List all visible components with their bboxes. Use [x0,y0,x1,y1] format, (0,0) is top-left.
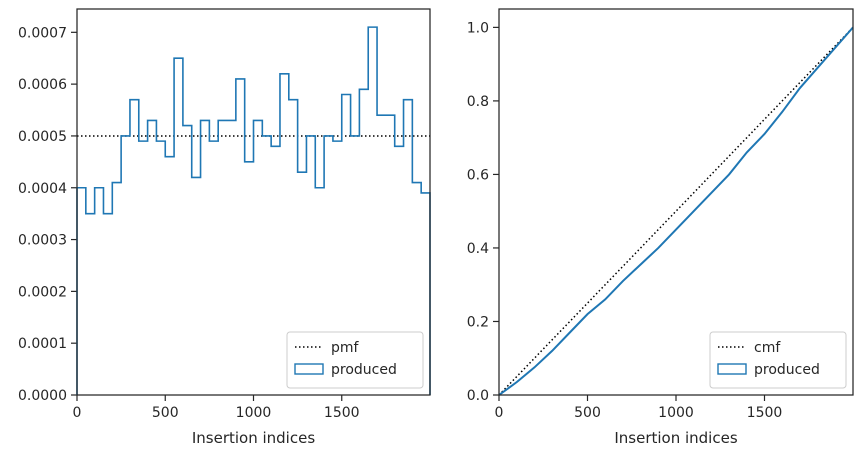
y-tick-label: 1.0 [467,20,489,36]
cmf-chart-panel: 0 500 1000 1500 0.0 0.2 0.4 0.6 0.8 1.0 Insertion … [467,8,854,447]
y-tick-label: 0.0007 [18,25,67,41]
reference-line [498,26,854,396]
plot-frame [76,8,431,396]
y-tick-label: 0.0006 [18,77,67,93]
y-tick-label: 0.0002 [18,284,67,300]
x-tick-label: 1500 [747,405,783,421]
x-tick-label: 1500 [324,405,360,421]
x-tick-label: 1000 [236,405,272,421]
x-axis-label: Insertion indices [614,429,737,447]
y-tick-label: 0.8 [467,94,489,110]
legend-label-reference: pmf [331,340,360,356]
x-tick-label: 1000 [658,405,694,421]
y-tick-label: 0.0001 [18,336,67,352]
y-tick-label: 0.0004 [18,181,67,197]
legend-swatch-produced [717,363,747,375]
y-tick-label: 0.2 [467,314,489,330]
y-tick-label: 0.0005 [18,129,67,145]
pmf-chart-panel: 0 500 1000 1500 0.0000 0.0001 0.0002 0.0003 0.00… [18,8,431,447]
y-tick-label: 0.0000 [18,388,67,404]
y-tick-label: 0.0003 [18,233,67,249]
produced-series [76,26,431,395]
x-tick-label: 0 [495,405,504,421]
legend-label-reference: cmf [754,340,781,356]
x-tick-label: 0 [73,405,82,421]
y-tick-label: 0.6 [467,167,489,183]
legend-label-produced: produced [331,362,397,378]
legend-label-produced: produced [754,362,820,378]
x-tick-label: 500 [152,405,179,421]
x-tick-label: 500 [574,405,601,421]
produced-series [498,26,854,396]
x-axis-label: Insertion indices [192,429,315,447]
plot-frame [498,8,854,396]
y-tick-label: 0.0 [467,388,489,404]
y-tick-label: 0.4 [467,241,489,257]
legend-swatch-produced [294,363,324,375]
